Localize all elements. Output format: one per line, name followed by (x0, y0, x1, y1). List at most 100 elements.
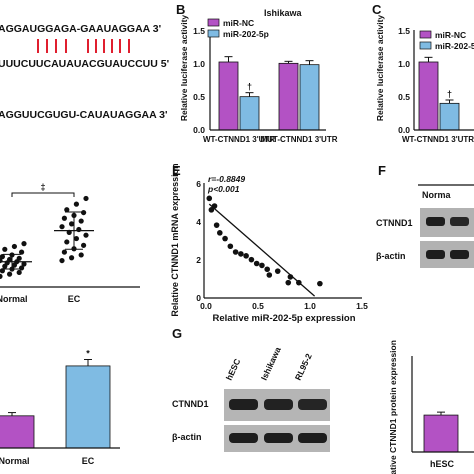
legend-label-nc: miR-NC (223, 18, 254, 28)
panel-b-bars: † (218, 56, 320, 131)
panel-e-yticks: 0 2 4 6 (196, 179, 201, 303)
panel-d-category-label: EC (68, 294, 81, 304)
data-point (61, 215, 67, 221)
ytick-label: 0.5 (193, 92, 205, 102)
data-point (21, 241, 27, 247)
sequence-line-3: AGGUUCGUGU-CAUAUAGGAA 3' (0, 109, 168, 121)
panel-d-category-label: Normal (0, 294, 28, 304)
significance-mark: ‡ (40, 182, 45, 192)
panel-e-xticks: 0.0 0.5 1.0 1.5 (200, 301, 368, 311)
panel-b: B Ishikawa Relative luciferase activity … (176, 2, 338, 144)
panel-b-title: Ishikawa (264, 8, 303, 18)
ytick-label: 2 (196, 255, 201, 265)
blot-band (229, 433, 258, 443)
data-point (21, 261, 27, 267)
data-point (232, 249, 239, 255)
panel-e-p-value: p<0.001 (207, 184, 240, 194)
ytick-label: 0 (196, 293, 201, 303)
data-point (73, 201, 79, 207)
panel-b-category-label: MUT-CTNND1 3'UTR (260, 135, 337, 144)
legend-label-mir: miR-202-5p (435, 41, 474, 51)
data-point (69, 221, 75, 227)
data-point (78, 218, 84, 224)
panel-c-yticks: 0.0 0.5 1.0 1.5 (398, 26, 410, 135)
ytick-label: 1.0 (398, 59, 410, 69)
panel-g-lane-label: Ishikawa (259, 345, 283, 382)
ytick-label: 1.5 (193, 26, 205, 36)
panel-e-letter: E (172, 163, 181, 178)
bar-ec (65, 365, 111, 449)
panel-f-row-label: CTNND1 (376, 218, 413, 228)
data-point (81, 242, 87, 248)
sequence-alignment: AGGAUGGAGA-GAAUAGGAA 3' UUUCUUCAUAUACGUA… (0, 23, 169, 121)
bar-mir-202-5p (439, 102, 460, 131)
panel-b-category-label: WT-CTNND1 3'UTR (203, 135, 275, 144)
panel-h: * Normal EC (0, 348, 120, 466)
bar-mir-202-5p (299, 64, 320, 131)
panel-c-letter: C (372, 2, 382, 17)
data-point (16, 269, 22, 276)
bar-mir-202-5p (239, 96, 260, 131)
data-point (19, 249, 25, 255)
ytick-label: 1.0 (193, 59, 205, 69)
sequence-line-1: AGGAUGGAGA-GAAUAGGAA 3' (0, 23, 161, 35)
panel-c-category-label: WT-CTNND1 3'UTR (402, 135, 474, 144)
panel-d-significance: ‡ (11, 182, 75, 197)
data-point (206, 195, 213, 202)
pairing-lines (37, 39, 130, 53)
data-point (266, 272, 273, 278)
data-point (64, 207, 70, 213)
blot-band (264, 433, 293, 443)
panel-b-yticks: 0.0 0.5 1.0 1.5 (193, 26, 205, 135)
data-point (243, 253, 249, 259)
ytick-label: 6 (196, 179, 201, 189)
blot-band (450, 250, 469, 259)
data-point (274, 268, 281, 274)
data-point (16, 255, 22, 261)
panel-c-ylabel: Relative luciferase activity (375, 15, 385, 122)
panel-e-xlabel: Relative miR-202-5p expression (212, 313, 355, 324)
data-point (217, 230, 223, 236)
data-point (11, 243, 17, 250)
panel-g-row-label: β-actin (172, 432, 202, 442)
data-point (78, 252, 84, 258)
legend-swatch-nc (419, 30, 432, 39)
panel-c-bars: † (418, 56, 460, 131)
bar-mir-nc (218, 61, 239, 131)
data-point (227, 243, 234, 250)
data-point (61, 249, 67, 255)
blot-band (298, 433, 327, 443)
data-point (59, 224, 65, 230)
legend-swatch-mir (207, 29, 220, 38)
data-point (0, 273, 3, 279)
panel-f: F Norma CTNND1 β-actin (376, 163, 474, 268)
panel-e-points (206, 195, 323, 287)
data-point (59, 257, 65, 264)
panel-g: G hESC Ishikawa RL95-2 CTNND1 β-actin (172, 326, 330, 452)
data-point (7, 256, 13, 263)
data-point (64, 239, 70, 245)
legend-swatch-mir (419, 41, 432, 50)
data-point (0, 254, 5, 260)
blot-band (229, 399, 258, 410)
data-point (213, 222, 220, 228)
data-point (73, 235, 79, 242)
panel-f-row-label: β-actin (376, 251, 406, 261)
blot-band (426, 250, 445, 259)
data-point (83, 195, 89, 202)
data-point (81, 209, 87, 216)
panel-b-legend: miR-NC miR-202-5p (207, 18, 269, 39)
ytick-label: 1.5 (398, 26, 410, 36)
significance-mark: * (86, 348, 90, 358)
xtick-label: 0.5 (252, 301, 264, 311)
panel-c-legend: miR-NC miR-202-5p (419, 30, 474, 51)
xtick-label: 0.0 (200, 301, 212, 311)
panel-f-header: Norma (422, 190, 452, 200)
data-point (285, 279, 292, 286)
significance-mark: † (247, 82, 252, 92)
data-point (2, 246, 8, 252)
xtick-label: 1.0 (304, 301, 316, 311)
data-point (238, 251, 244, 257)
sequence-line-2: UUUCUUCAUAUACGUAUCCUU 5' (0, 58, 169, 70)
